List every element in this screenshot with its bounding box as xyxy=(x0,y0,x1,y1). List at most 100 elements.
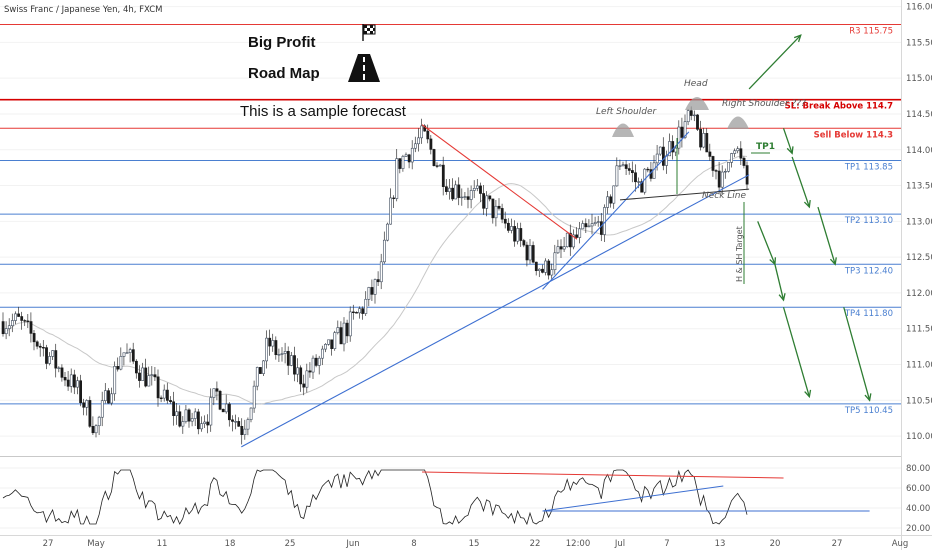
candle-body xyxy=(73,374,76,388)
candle-body xyxy=(621,164,625,167)
candle-body xyxy=(658,146,662,155)
candle-body xyxy=(54,350,58,369)
candle-body xyxy=(711,156,715,171)
candlestick-series[interactable] xyxy=(1,106,749,445)
candle-body xyxy=(454,184,458,200)
candle-body xyxy=(627,168,631,171)
candle-body xyxy=(38,345,42,348)
time-axis-label: 12:00 xyxy=(566,539,591,549)
candle-body xyxy=(379,261,383,283)
candle-body xyxy=(29,321,33,334)
candle-body xyxy=(277,354,281,356)
candle-body xyxy=(14,313,17,321)
candle-body xyxy=(717,170,721,188)
candle-body xyxy=(327,339,331,345)
candle-body xyxy=(727,162,730,172)
candle-body xyxy=(575,234,579,238)
candle-body xyxy=(519,228,523,241)
candle-body xyxy=(553,252,557,271)
candle-body xyxy=(581,223,585,230)
candle-body xyxy=(730,153,734,163)
candle-body xyxy=(522,240,526,246)
time-axis-label: 7 xyxy=(664,539,669,549)
candle-body xyxy=(224,403,228,413)
osc-axis-label: 40.00 xyxy=(906,504,930,514)
forecast-arrow xyxy=(774,264,786,302)
candle-body xyxy=(438,164,442,167)
axes: 110.00 110.50 111.00 111.50 112.00 112.50 113.… xyxy=(43,3,932,549)
candle-body xyxy=(457,184,461,198)
level-label: Sell Below 114.3 xyxy=(814,130,893,140)
candle-body xyxy=(640,181,644,193)
candle-body xyxy=(723,170,727,173)
candle-body xyxy=(193,411,197,419)
tp1-marker-label: TP1 xyxy=(756,142,775,152)
forecast-arrow xyxy=(782,307,812,399)
candle-body xyxy=(348,311,352,337)
candle-body xyxy=(342,322,346,345)
trendline-neck-line xyxy=(619,188,750,201)
candle-body xyxy=(286,351,290,366)
candle-body xyxy=(249,407,253,420)
level-label: TP3 112.40 xyxy=(844,266,893,276)
candle-body xyxy=(376,279,380,283)
candle-body xyxy=(500,208,504,220)
candle-body xyxy=(671,141,675,153)
time-axis-label: 15 xyxy=(469,539,480,549)
candle-body xyxy=(668,141,672,157)
candle-body xyxy=(426,130,430,140)
candle-body xyxy=(528,245,532,261)
candle-body xyxy=(364,298,368,314)
candle-body xyxy=(268,337,272,347)
candle-body xyxy=(382,239,386,263)
candle-body xyxy=(125,352,129,354)
price-axis-label: 110.00 xyxy=(906,432,932,442)
candle-body xyxy=(144,367,148,387)
left-shoulder-marker xyxy=(612,123,634,137)
candle-body xyxy=(485,195,489,209)
candle-body xyxy=(413,143,417,149)
candle-body xyxy=(702,133,706,148)
forecast-arrow xyxy=(817,206,837,266)
candle-body xyxy=(302,383,306,388)
candle-body xyxy=(646,168,650,171)
candle-body xyxy=(451,187,455,200)
candle-body xyxy=(135,360,138,374)
candle-body xyxy=(534,261,538,271)
candle-body xyxy=(630,170,634,174)
candle-body xyxy=(305,370,309,388)
candle-body xyxy=(739,148,743,159)
candle-body xyxy=(612,185,616,204)
candle-body xyxy=(91,426,95,434)
candle-body xyxy=(141,367,145,381)
candle-body xyxy=(469,190,473,200)
candle-body xyxy=(733,150,737,154)
candle-body xyxy=(324,344,327,350)
candle-body xyxy=(169,400,172,403)
candle-body xyxy=(460,196,464,199)
time-axis-label: 18 xyxy=(225,539,236,549)
time-axis-label: 27 xyxy=(43,539,54,549)
candle-body xyxy=(11,320,14,327)
candle-body xyxy=(444,186,448,192)
candle-body xyxy=(634,172,637,183)
candle-body xyxy=(618,165,622,167)
candle-body xyxy=(336,327,340,333)
candle-body xyxy=(475,185,479,189)
candle-body xyxy=(240,426,244,435)
candle-body xyxy=(100,400,104,418)
price-axis-label: 116.00 xyxy=(906,3,932,13)
moving-average-line xyxy=(2,155,748,405)
candle-body xyxy=(215,388,219,392)
candle-body xyxy=(166,389,169,401)
price-axis-label: 111.00 xyxy=(906,361,932,371)
candle-body xyxy=(389,197,393,225)
candle-body xyxy=(587,225,591,228)
oscillator-line xyxy=(2,469,748,526)
candle-body xyxy=(491,198,495,219)
price-axis-label: 115.50 xyxy=(906,38,932,48)
candle-body xyxy=(692,114,696,117)
candle-body xyxy=(661,146,665,166)
candle-body xyxy=(45,347,48,364)
